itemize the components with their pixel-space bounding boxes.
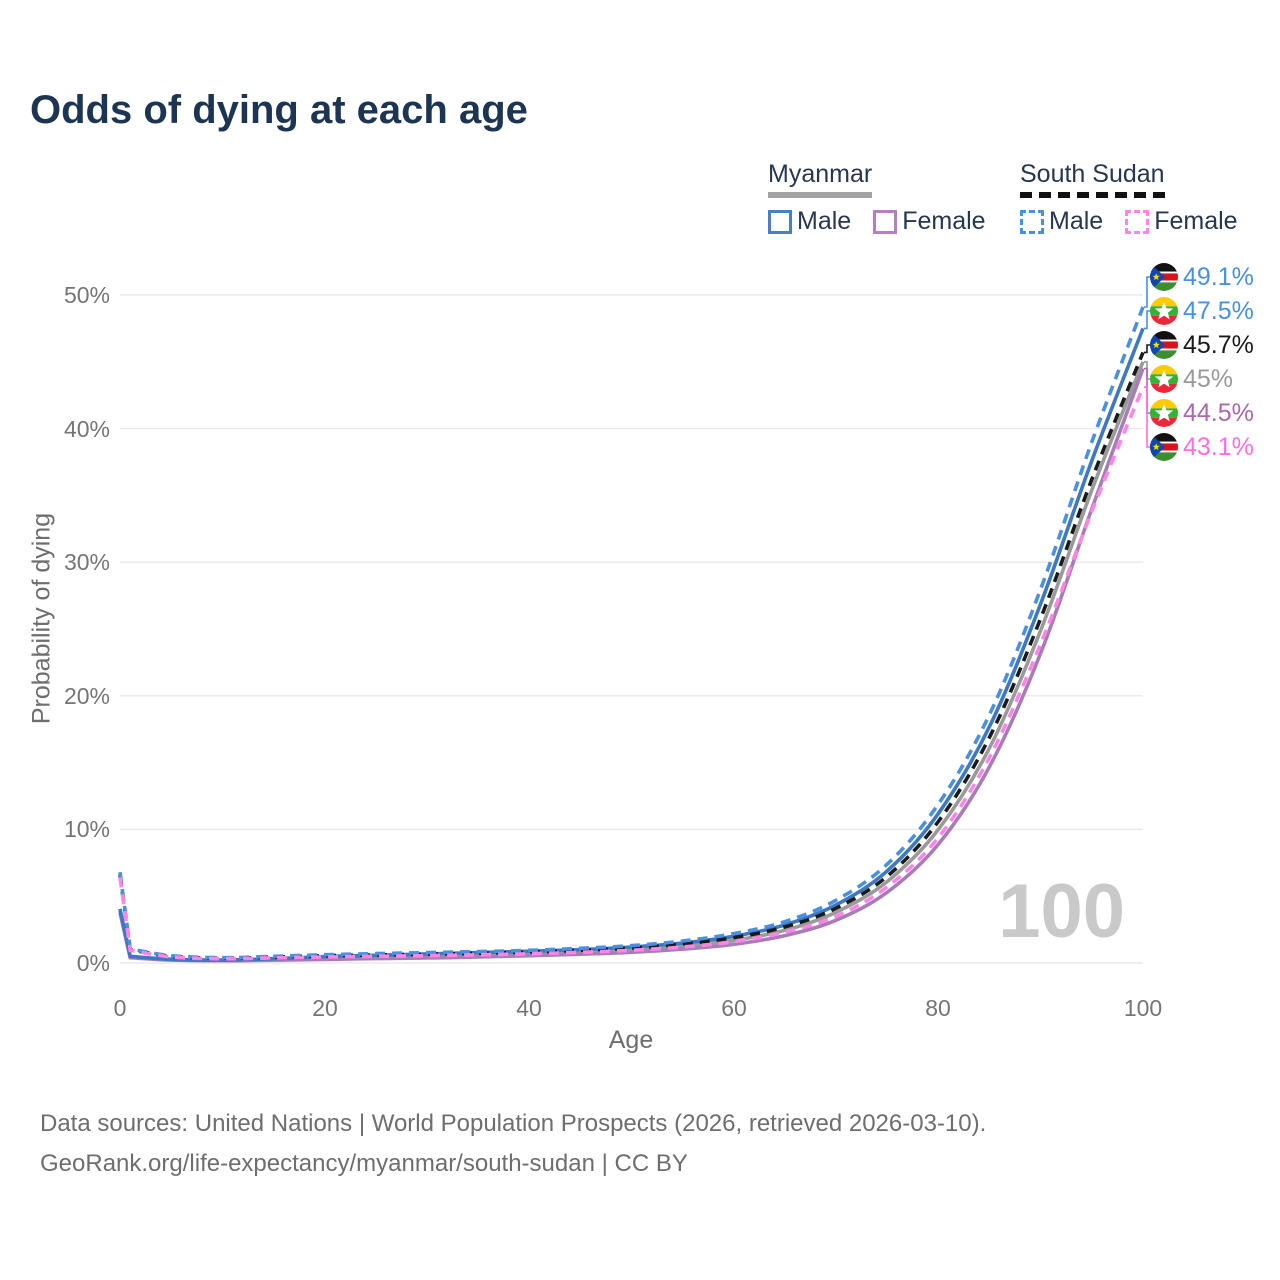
series-line-mm-male	[118, 327, 1145, 962]
series-lines	[118, 306, 1145, 963]
series-line-ss-total	[118, 351, 1145, 961]
end-label-connectors	[1144, 276, 1152, 448]
south-sudan-female-swatch-icon[interactable]	[1125, 209, 1150, 234]
ytick-30: 30%	[63, 549, 110, 575]
legend-item-south-sudan-female[interactable]: Female	[1125, 207, 1238, 236]
xtick-0: 0	[113, 995, 127, 1021]
ytick-40: 40%	[63, 416, 110, 442]
legend-item-myanmar-male[interactable]: Male	[768, 207, 851, 236]
flag-south-sudan-icon	[1150, 331, 1178, 359]
end-label-myanmar-female: 44.5%	[1150, 396, 1254, 430]
legend-label-south-sudan-female: Female	[1154, 207, 1238, 235]
y-axis-title: Probability of dying	[27, 512, 56, 725]
age-counter-watermark: 100	[998, 869, 1125, 954]
end-label-value: 49.1%	[1183, 262, 1254, 291]
ytick-50: 50%	[63, 282, 110, 308]
ytick-20: 20%	[63, 683, 110, 709]
xtick-40: 40	[516, 995, 542, 1021]
series-line-ss-male	[118, 306, 1145, 960]
end-label-south-sudan-female: 43.1%	[1150, 430, 1254, 464]
flag-myanmar-icon	[1150, 297, 1178, 325]
legend-item-myanmar-female[interactable]: Female	[873, 207, 986, 236]
ytick-0: 0%	[76, 950, 110, 976]
gridlines	[120, 294, 1143, 964]
south-sudan-male-swatch-icon[interactable]	[1020, 209, 1044, 234]
end-label-value: 43.1%	[1183, 432, 1254, 461]
end-label-value: 44.5%	[1183, 398, 1254, 427]
end-label-value: 45%	[1183, 364, 1234, 393]
end-label-south-sudan-total: 45.7%	[1150, 328, 1254, 362]
legend-item-south-sudan-male[interactable]: Male	[1020, 207, 1103, 236]
flag-south-sudan-icon	[1150, 263, 1178, 291]
xtick-20: 20	[312, 995, 338, 1021]
myanmar-male-swatch-icon[interactable]	[768, 209, 792, 234]
legend-group-south-sudan: South Sudan Male Female	[1020, 160, 1260, 236]
end-label-value: 45.7%	[1183, 330, 1254, 359]
end-label-myanmar-male: 47.5%	[1150, 294, 1254, 328]
flag-south-sudan-icon	[1150, 433, 1178, 461]
end-label-value: 47.5%	[1183, 296, 1254, 325]
legend-row-south-sudan: Male Female	[1020, 207, 1260, 236]
legend-title-myanmar: Myanmar	[768, 160, 873, 198]
legend-label-myanmar-male: Male	[797, 207, 852, 235]
end-label-south-sudan-male: 49.1%	[1150, 260, 1254, 294]
footer-data-sources: Data sources: United Nations | World Pop…	[40, 1110, 987, 1137]
legend-group-myanmar: Myanmar Male Female	[768, 160, 1008, 236]
x-axis-title: Age	[608, 1026, 654, 1054]
legend-title-south-sudan: South Sudan	[1020, 160, 1165, 198]
legend-label-myanmar-female: Female	[902, 207, 986, 235]
xtick-80: 80	[925, 995, 951, 1021]
flag-myanmar-icon	[1150, 365, 1178, 393]
flag-myanmar-icon	[1150, 399, 1178, 427]
myanmar-female-swatch-icon[interactable]	[873, 209, 898, 234]
ytick-10: 10%	[63, 816, 110, 842]
page-title: Odds of dying at each age	[30, 88, 528, 132]
legend-row-myanmar: Male Female	[768, 207, 1008, 236]
legend-label-south-sudan-male: Male	[1049, 207, 1104, 235]
series-line-ss-female	[118, 386, 1145, 961]
series-line-mm-female	[118, 367, 1145, 963]
xtick-100: 100	[1123, 995, 1163, 1021]
footer-attribution: GeoRank.org/life-expectancy/myanmar/sout…	[40, 1150, 688, 1177]
series-line-mm-total	[118, 361, 1145, 963]
end-label-myanmar-total: 45%	[1150, 362, 1233, 396]
xtick-60: 60	[721, 995, 747, 1021]
